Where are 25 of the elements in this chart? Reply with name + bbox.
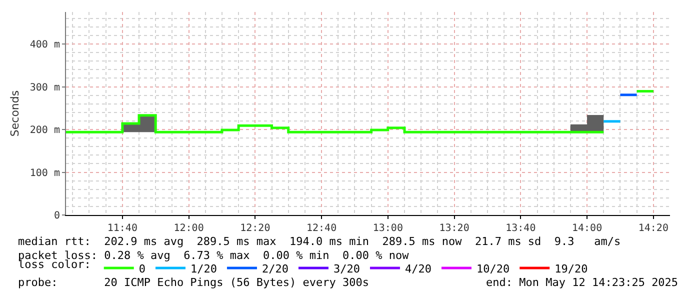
x-tick-label: 12:40	[306, 223, 337, 234]
text: probe: 20 ICMP Echo Pings (56 Bytes) every 300s	[18, 276, 369, 289]
y-tick-label: 300 m	[30, 82, 60, 94]
y-tick-label: 200 m	[30, 125, 60, 136]
legend-label: 3/20	[333, 262, 360, 276]
text: end: Mon May 12 14:23:25 2025	[486, 276, 678, 289]
y-tick-label: 100 m	[30, 168, 60, 179]
legend-label: 1/20	[190, 262, 217, 276]
text: median rtt: 202.9 ms avg 289.5 ms max 194.0 ms min 289.5 ms now 21.7 ms sd 9.3 am/s	[18, 235, 621, 248]
legend-label: 10/20	[476, 262, 510, 276]
legend-label: 0	[138, 262, 146, 276]
x-tick-label: 14:00	[572, 223, 602, 234]
x-tick-label: 12:00	[174, 223, 204, 234]
y-tick-label: 0	[54, 210, 60, 222]
legend-label: 4/20	[404, 262, 432, 276]
x-tick-label: 13:00	[372, 223, 403, 234]
legend-label: 2/20	[262, 262, 288, 276]
legend-label: 19/20	[554, 262, 588, 276]
x-tick-label: 13:20	[439, 223, 470, 234]
x-tick-label: 12:20	[240, 223, 270, 234]
y-axis-title: Seconds	[8, 90, 22, 137]
x-tick-label: 11:40	[107, 223, 138, 234]
x-tick-label: 14:20	[638, 223, 668, 234]
x-tick-label: 13:40	[506, 223, 536, 234]
y-tick-label: 400 m	[30, 40, 60, 51]
